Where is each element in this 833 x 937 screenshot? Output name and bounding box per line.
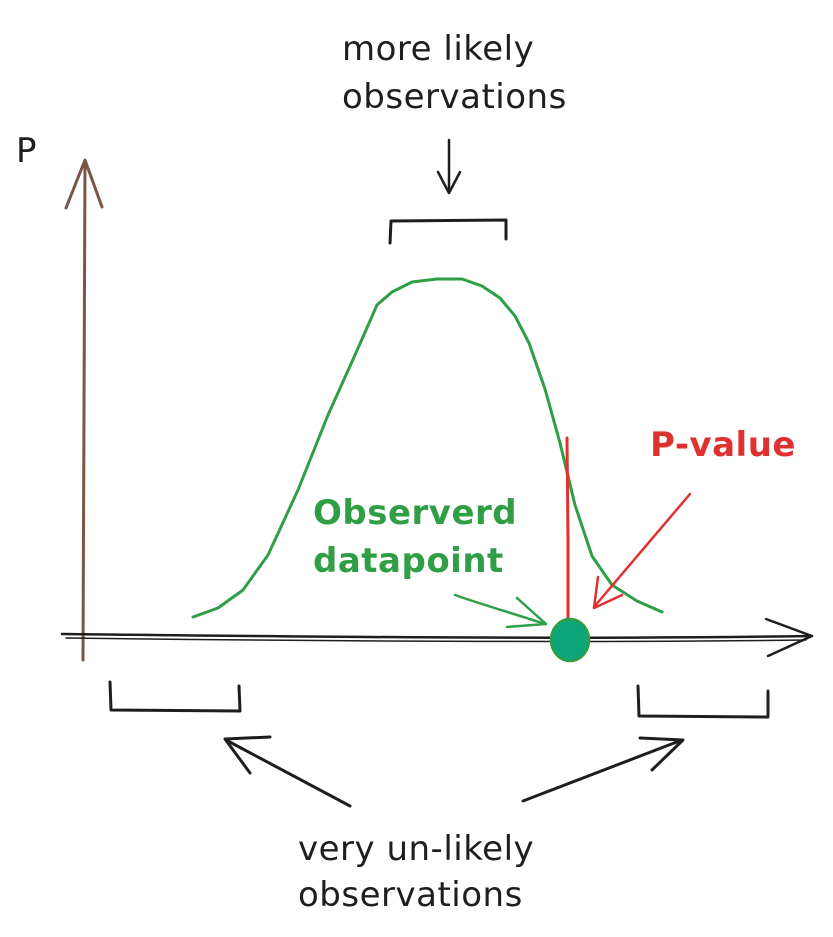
y-axis-line	[81, 160, 87, 662]
bottom-right-bracket	[636, 684, 770, 719]
x-axis-arrowhead	[764, 617, 814, 658]
observed-label-line1: Observerd	[313, 493, 517, 533]
bottom-left-bracket	[108, 680, 242, 713]
pvalue-label: P-value	[650, 425, 796, 465]
pvalue-line	[565, 436, 570, 642]
top-bracket	[388, 218, 508, 245]
bottom-label-line1: very un-likely	[298, 829, 534, 869]
distribution-curve	[191, 277, 664, 619]
top-label-line2: observations	[342, 77, 567, 117]
bottom-label-line2: observations	[298, 875, 523, 915]
bottom-left-arrow	[223, 735, 352, 808]
x-axis-line-sketch	[65, 637, 807, 643]
top-down-arrow	[436, 138, 462, 195]
pvalue-arrow	[592, 492, 692, 610]
y-axis-arrowhead	[64, 158, 104, 210]
bottom-right-arrow	[521, 736, 685, 803]
top-label-line1: more likely	[342, 29, 534, 69]
x-axis-line	[60, 632, 814, 639]
y-axis	[64, 158, 104, 662]
y-axis-label: P	[16, 131, 37, 171]
observed-datapoint	[549, 617, 591, 663]
observed-label-line2: datapoint	[313, 541, 504, 581]
observed-arrow	[453, 593, 548, 629]
x-axis	[60, 617, 814, 658]
